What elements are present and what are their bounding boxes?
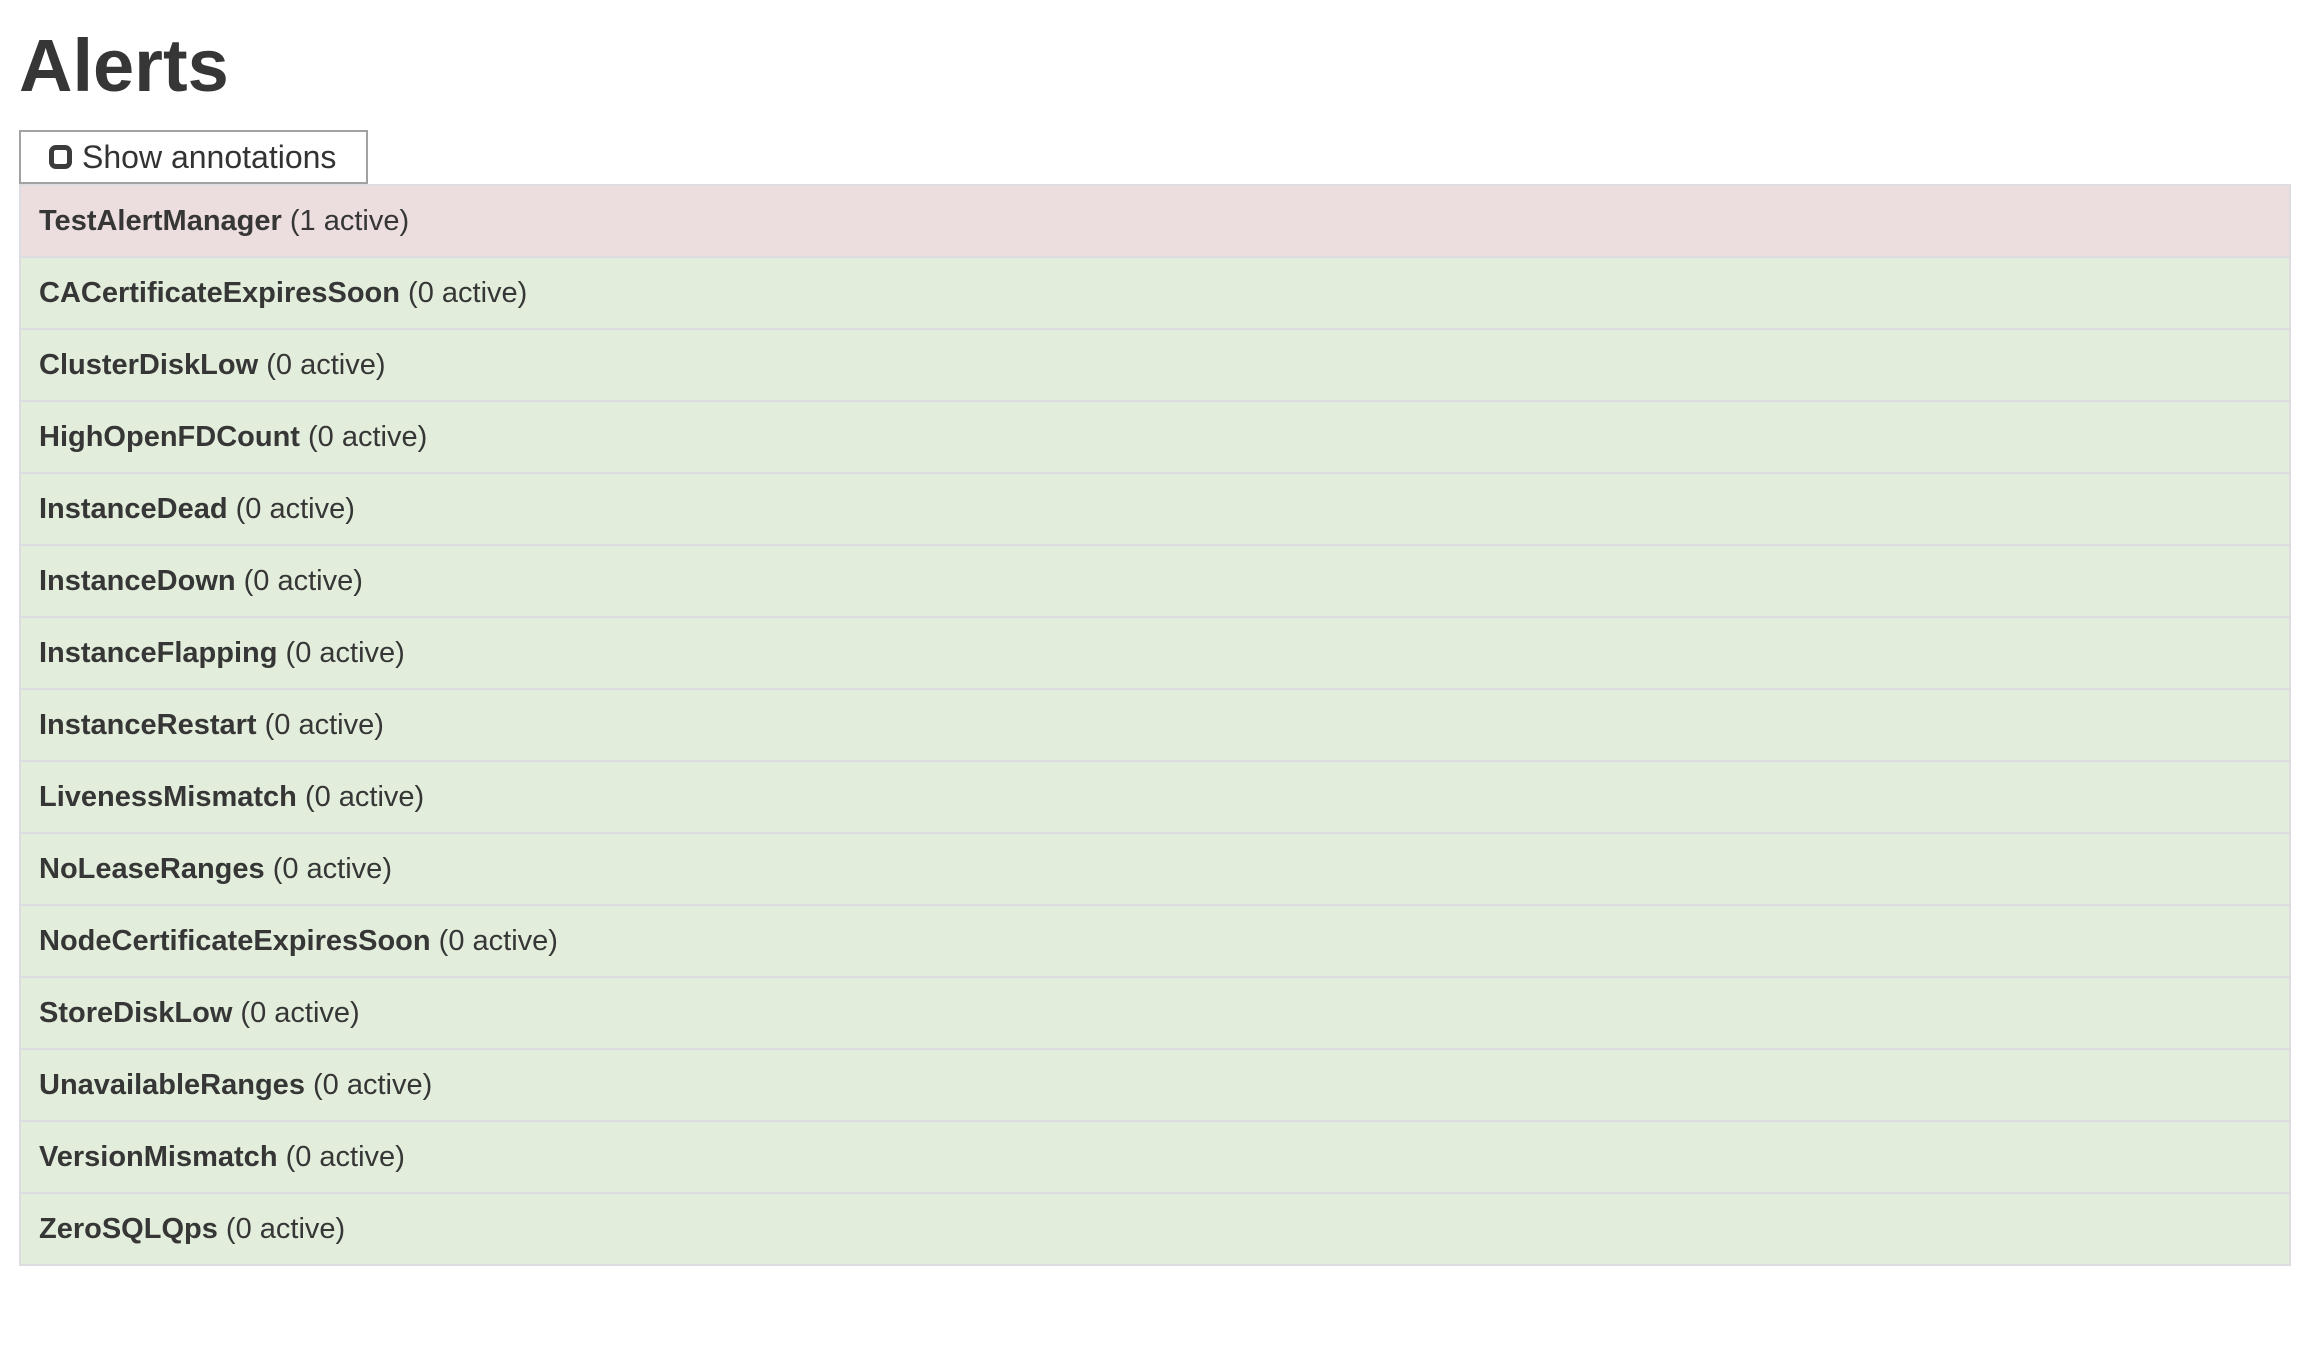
alert-count-label: (0 active) bbox=[304, 1069, 433, 1101]
show-annotations-label: Show annotations bbox=[82, 138, 337, 175]
alert-cell[interactable]: InstanceDown (0 active) bbox=[19, 544, 2291, 618]
alert-count-label: (0 active) bbox=[264, 853, 392, 885]
alert-name: InstanceDown bbox=[39, 565, 236, 597]
alerts-table-body: TestAlertManager (1 active) CACertificate… bbox=[19, 184, 2291, 1266]
alert-cell[interactable]: InstanceDead (0 active) bbox=[19, 472, 2291, 546]
alert-cell[interactable]: VersionMismatch (0 active) bbox=[19, 1120, 2291, 1194]
alert-cell[interactable]: InstanceFlapping (0 active) bbox=[19, 616, 2291, 690]
alert-row[interactable]: NoLeaseRanges (0 active) bbox=[19, 832, 2291, 906]
alerts-table: TestAlertManager (1 active) CACertificate… bbox=[19, 184, 2291, 1266]
alert-count-label: (0 active) bbox=[299, 421, 428, 453]
alert-cell[interactable]: ClusterDiskLow (0 active) bbox=[19, 328, 2291, 402]
alert-count-label: (0 active) bbox=[232, 997, 360, 1029]
alert-cell[interactable]: StoreDiskLow (0 active) bbox=[19, 976, 2291, 1050]
alert-count-label: (0 active) bbox=[256, 709, 384, 741]
alert-count-label: (0 active) bbox=[296, 781, 425, 813]
alert-name: StoreDiskLow bbox=[39, 997, 233, 1029]
show-annotations-button[interactable]: Show annotations bbox=[19, 130, 369, 184]
alert-count-label: (1 active) bbox=[281, 205, 410, 237]
alert-count-label: (0 active) bbox=[400, 277, 528, 309]
alert-name: ClusterDiskLow bbox=[39, 349, 259, 381]
alert-cell[interactable]: HighOpenFDCount (0 active) bbox=[19, 400, 2291, 474]
alert-name: NodeCertificateExpiresSoon bbox=[39, 925, 431, 957]
alert-name: TestAlertManager bbox=[39, 205, 282, 237]
alert-row[interactable]: VersionMismatch (0 active) bbox=[19, 1120, 2291, 1194]
alert-count-label: (0 active) bbox=[430, 925, 558, 957]
alert-name: ZeroSQLQps bbox=[39, 1213, 218, 1245]
alert-count-label: (0 active) bbox=[217, 1213, 346, 1245]
alert-name: VersionMismatch bbox=[39, 1141, 278, 1173]
alert-count-label: (0 active) bbox=[235, 565, 363, 597]
alert-name: HighOpenFDCount bbox=[39, 421, 300, 453]
alert-row[interactable]: TestAlertManager (1 active) bbox=[19, 184, 2291, 258]
alert-row[interactable]: ZeroSQLQps (0 active) bbox=[19, 1192, 2291, 1266]
alert-cell[interactable]: TestAlertManager (1 active) bbox=[19, 184, 2291, 258]
alert-cell[interactable]: CACertificateExpiresSoon (0 active) bbox=[19, 256, 2291, 330]
alert-cell[interactable]: InstanceRestart (0 active) bbox=[19, 688, 2291, 762]
alert-cell[interactable]: NoLeaseRanges (0 active) bbox=[19, 832, 2291, 906]
alert-row[interactable]: ClusterDiskLow (0 active) bbox=[19, 328, 2291, 402]
alert-name: InstanceDead bbox=[39, 493, 228, 525]
show-annotations-checkbox[interactable] bbox=[49, 145, 72, 169]
alert-name: CACertificateExpiresSoon bbox=[39, 277, 400, 309]
alert-name: InstanceRestart bbox=[39, 709, 257, 741]
alert-row[interactable]: CACertificateExpiresSoon (0 active) bbox=[19, 256, 2291, 330]
alert-name: InstanceFlapping bbox=[39, 637, 278, 669]
alert-row[interactable]: InstanceRestart (0 active) bbox=[19, 688, 2291, 762]
alert-row[interactable]: UnavailableRanges (0 active) bbox=[19, 1048, 2291, 1122]
alert-row[interactable]: InstanceDead (0 active) bbox=[19, 472, 2291, 546]
alert-row[interactable]: StoreDiskLow (0 active) bbox=[19, 976, 2291, 1050]
alert-cell[interactable]: UnavailableRanges (0 active) bbox=[19, 1048, 2291, 1122]
alert-count-label: (0 active) bbox=[277, 637, 405, 669]
alert-count-label: (0 active) bbox=[258, 349, 386, 381]
alert-row[interactable]: HighOpenFDCount (0 active) bbox=[19, 400, 2291, 474]
alert-name: NoLeaseRanges bbox=[39, 853, 265, 885]
alert-name: LivenessMismatch bbox=[39, 781, 297, 813]
alert-cell[interactable]: ZeroSQLQps (0 active) bbox=[19, 1192, 2291, 1266]
alert-count-label: (0 active) bbox=[227, 493, 355, 525]
alert-row[interactable]: LivenessMismatch (0 active) bbox=[19, 760, 2291, 834]
alert-row[interactable]: InstanceFlapping (0 active) bbox=[19, 616, 2291, 690]
alert-count-label: (0 active) bbox=[277, 1141, 405, 1173]
alert-cell[interactable]: LivenessMismatch (0 active) bbox=[19, 760, 2291, 834]
alert-cell[interactable]: NodeCertificateExpiresSoon (0 active) bbox=[19, 904, 2291, 978]
alert-row[interactable]: NodeCertificateExpiresSoon (0 active) bbox=[19, 904, 2291, 978]
page-title: Alerts bbox=[19, 24, 229, 107]
alert-row[interactable]: InstanceDown (0 active) bbox=[19, 544, 2291, 618]
alert-name: UnavailableRanges bbox=[39, 1069, 305, 1101]
